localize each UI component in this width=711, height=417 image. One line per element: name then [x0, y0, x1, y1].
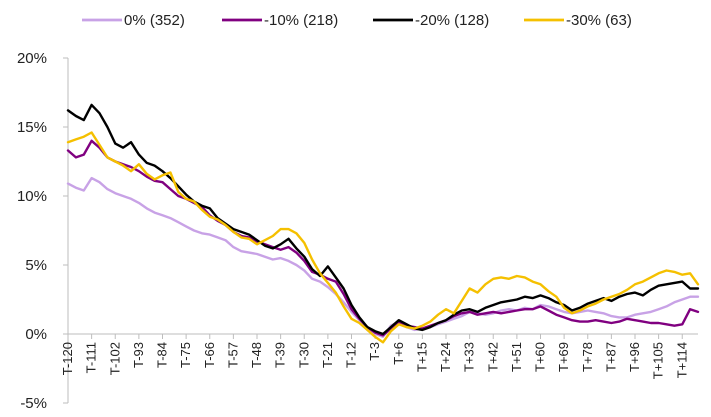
chart-legend: 0% (352) -10% (218) -20% (128) -30% (63) — [82, 12, 632, 29]
x-tick-label: T+42 — [485, 342, 500, 372]
x-tick-label: T-66 — [202, 342, 217, 368]
x-tick-label: T-93 — [131, 342, 146, 368]
x-tick-label: T-39 — [273, 342, 288, 368]
x-tick-label: T-21 — [320, 342, 335, 368]
x-tick-label: T-102 — [107, 342, 122, 375]
x-tick-label: T+105 — [651, 342, 666, 379]
x-tick-label: T-57 — [225, 342, 240, 368]
y-axis: -5% 0% 5% 10% 15% 20% — [17, 50, 69, 412]
y-tick-label: -5% — [20, 395, 47, 412]
y-tick-label: 10% — [17, 188, 47, 205]
series-line-0 — [66, 176, 700, 338]
x-tick-label: T+51 — [509, 342, 524, 372]
series-line-3 — [66, 131, 700, 344]
x-tick-label: T-84 — [155, 342, 170, 368]
x-tick-label: T-3 — [367, 342, 382, 361]
x-tick-label: T-111 — [84, 342, 99, 373]
x-tick-label: T+78 — [580, 342, 595, 372]
x-tick-label: T-48 — [249, 342, 264, 368]
x-tick-label: T-120 — [60, 342, 75, 375]
x-tick-label: T+69 — [556, 342, 571, 372]
legend-label-1: -10% (218) — [264, 12, 338, 29]
y-tick-label: 20% — [17, 50, 47, 67]
series-line-1 — [66, 139, 700, 337]
y-tick-label: 0% — [25, 326, 47, 343]
x-tick-label: T-30 — [296, 342, 311, 368]
legend-label-0: 0% (352) — [124, 12, 185, 29]
x-tick-label: T+24 — [438, 342, 453, 372]
x-tick-label: T+96 — [627, 342, 642, 372]
x-tick-label: T-75 — [178, 342, 193, 368]
series-layer — [66, 103, 700, 344]
x-tick-label: T+87 — [603, 342, 618, 372]
x-axis: T-120 T-111 T-102 T-93 T-84 T-75 T-66 T-57 T-48 T… — [60, 333, 698, 379]
x-tick-label: T+15 — [414, 342, 429, 372]
legend-label-2: -20% (128) — [415, 12, 489, 29]
y-tick-label: 15% — [17, 119, 47, 136]
x-tick-label: T+6 — [391, 342, 406, 365]
x-tick-label: T-12 — [344, 342, 359, 368]
y-tick-label: 5% — [25, 257, 47, 274]
legend-label-3: -30% (63) — [566, 12, 632, 29]
x-tick-label: T+60 — [533, 342, 548, 372]
x-tick-label: T+33 — [462, 342, 477, 372]
x-tick-label: T+114 — [674, 342, 689, 378]
